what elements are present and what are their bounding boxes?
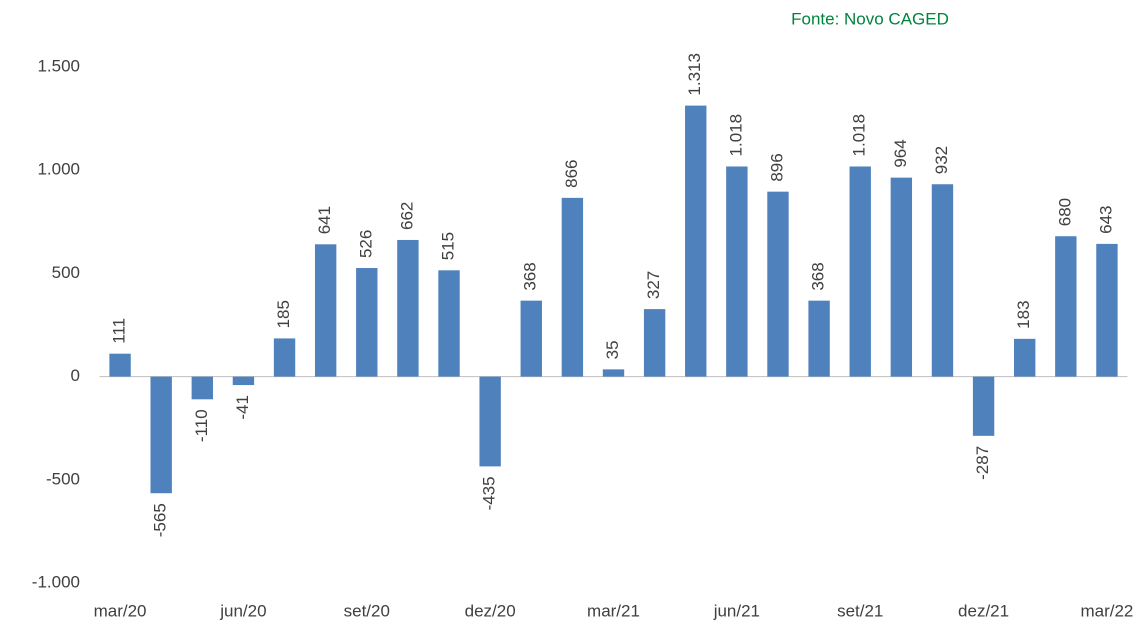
bar	[109, 353, 131, 377]
value-label: 185	[274, 300, 293, 328]
value-label: -110	[192, 409, 211, 442]
bar	[808, 300, 830, 377]
value-label: 643	[1096, 206, 1115, 234]
source: Fonte: Novo CAGED	[791, 9, 949, 28]
x-tick-label: set/20	[344, 601, 390, 620]
value-label: 327	[644, 271, 663, 299]
bar	[561, 197, 584, 377]
y-tick-label: -500	[46, 469, 80, 488]
value-label: -287	[973, 446, 992, 480]
value-label: 1.018	[726, 114, 745, 157]
value-label: 866	[562, 159, 581, 187]
bar	[191, 376, 213, 400]
bar	[232, 376, 255, 386]
value-label: 515	[439, 232, 458, 260]
bar	[931, 184, 954, 377]
x-tick-label: mar/21	[587, 601, 640, 620]
value-label: 1.313	[685, 53, 704, 96]
x-tick-label: mar/20	[94, 601, 147, 620]
value-label: -435	[480, 476, 499, 510]
y-tick-label: 0	[71, 366, 80, 385]
x-tick-label: dez/20	[465, 601, 516, 620]
bar	[1096, 243, 1118, 377]
y-tick-label: 500	[52, 263, 80, 282]
y-tick-label: -1.000	[32, 572, 80, 591]
value-label: 932	[932, 146, 951, 174]
value-label: 35	[603, 340, 622, 359]
bar	[520, 300, 542, 377]
bar	[890, 177, 913, 377]
y-tick-label: 1.000	[37, 160, 80, 179]
bar	[479, 376, 501, 467]
bar	[767, 191, 789, 377]
bar	[314, 244, 337, 377]
bar	[849, 166, 871, 377]
bar	[972, 376, 995, 436]
value-label: 662	[397, 202, 416, 230]
x-tick-label: jun/21	[713, 601, 760, 620]
bar	[602, 369, 625, 377]
bar	[397, 239, 419, 377]
value-label: 896	[767, 153, 786, 181]
bar	[1055, 236, 1077, 377]
value-label: 964	[891, 139, 910, 167]
value-label: 1.018	[850, 114, 869, 157]
value-label: 368	[521, 262, 540, 290]
bar	[1014, 338, 1036, 377]
value-label: 526	[356, 230, 375, 258]
bar	[438, 270, 460, 377]
x-tick-label: mar/22	[1080, 601, 1133, 620]
value-label: 111	[110, 318, 129, 344]
y-tick-label: 1.500	[37, 56, 80, 75]
x-tick-label: jun/20	[219, 601, 266, 620]
value-label: -565	[151, 503, 170, 537]
x-tick-label: set/21	[837, 601, 883, 620]
bar	[726, 166, 748, 377]
value-label: 641	[315, 206, 334, 234]
x-tick-label: dez/21	[958, 601, 1009, 620]
bar	[685, 105, 707, 377]
value-label: 183	[1014, 300, 1033, 328]
value-label: -41	[233, 395, 252, 420]
value-label: 680	[1055, 198, 1074, 226]
bar	[273, 338, 296, 377]
bar	[356, 268, 378, 377]
bar	[643, 309, 666, 377]
value-label: 368	[809, 262, 828, 290]
bar	[150, 376, 172, 494]
